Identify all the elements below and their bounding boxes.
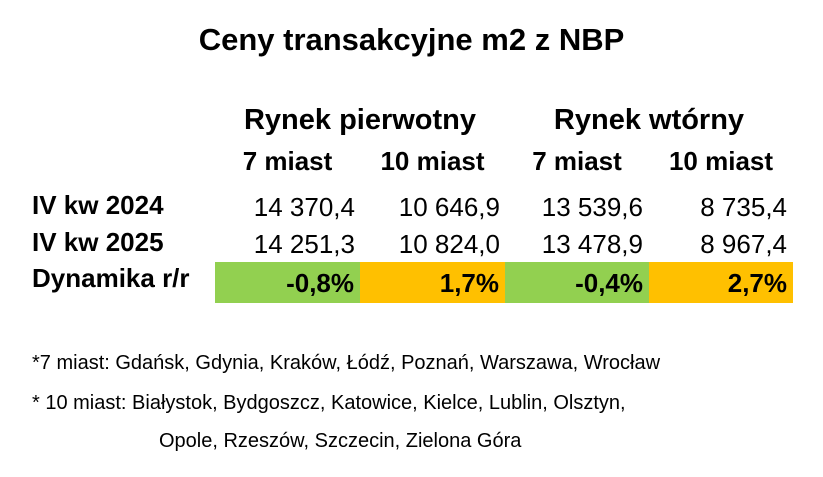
cell-2024-secondary-10: 8 735,4: [700, 192, 787, 222]
column-header-secondary-7: 7 miast: [532, 146, 622, 176]
dynamics-label: Dynamika r/r: [32, 263, 190, 293]
dynamics-value-secondary-10: 2,7%: [727, 268, 787, 298]
dynamics-value-secondary-7: -0,4%: [575, 268, 643, 298]
column-header-primary-10: 10 miast: [380, 146, 485, 176]
footnote-10-cities: * 10 miast: Białystok, Bydgoszcz, Katowi…: [32, 392, 626, 414]
dynamics-cell-primary-7: -0,8%: [215, 262, 360, 303]
row-label-2025: IV kw 2025: [32, 227, 164, 257]
page-title: Ceny transakcyjne m2 z NBP: [198, 22, 625, 57]
cell-2025-secondary-10: 8 967,4: [700, 229, 787, 259]
row-label-2024: IV kw 2024: [32, 190, 164, 220]
group-header-primary-market: Rynek pierwotny: [243, 104, 477, 136]
cell-2025-secondary-7: 13 478,9: [541, 229, 643, 259]
dynamics-value-primary-7: -0,8%: [286, 268, 354, 298]
dynamics-value-primary-10: 1,7%: [439, 268, 499, 298]
column-header-primary-7: 7 miast: [242, 146, 333, 176]
dynamics-cell-primary-10: 1,7%: [360, 262, 505, 303]
cell-2024-primary-7: 14 370,4: [253, 192, 355, 222]
dynamics-cell-secondary-7: -0,4%: [505, 262, 649, 303]
footnote-7-cities: *7 miast: Gdańsk, Gdynia, Kraków, Łódź, …: [32, 352, 661, 374]
cell-2024-secondary-7: 13 539,6: [541, 192, 643, 222]
column-header-secondary-10: 10 miast: [668, 146, 774, 176]
dynamics-cell-secondary-10: 2,7%: [649, 262, 793, 303]
group-header-secondary-market: Rynek wtórny: [553, 104, 745, 136]
cell-2025-primary-10: 10 824,0: [398, 229, 500, 259]
cell-2025-primary-7: 14 251,3: [253, 229, 355, 259]
cell-2024-primary-10: 10 646,9: [398, 192, 500, 222]
footnote-10-cities-continued: Opole, Rzeszów, Szczecin, Zielona Góra: [159, 430, 522, 452]
